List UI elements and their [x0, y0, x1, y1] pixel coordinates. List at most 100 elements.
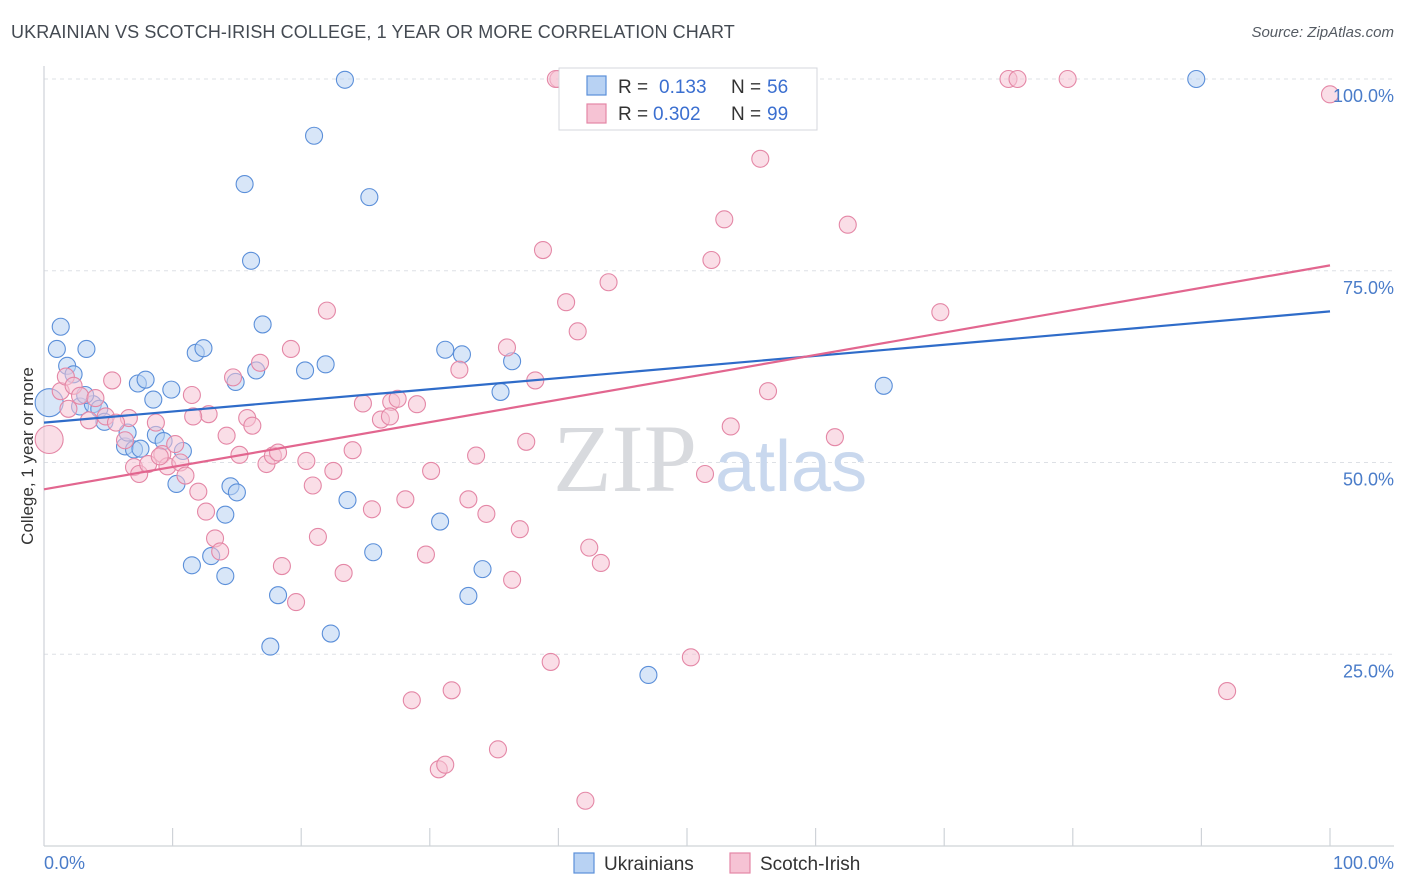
scotch-irish-point-41 [324, 461, 343, 480]
scotch-irish-point-40 [317, 301, 336, 320]
scotch-irish-point-17 [166, 435, 185, 454]
watermark: ZIP atlas [553, 405, 867, 512]
scotch-irish-point-14 [146, 413, 165, 432]
watermark-zip: ZIP [553, 405, 697, 512]
series-ukrainians-points [34, 69, 1206, 685]
ukrainians-point-45 [452, 345, 472, 364]
ukrainians-point-39 [335, 70, 354, 89]
scotch-irish-point-44 [353, 394, 372, 413]
x-ticks [172, 828, 1331, 846]
y-tick-labels: 25.0% 50.0% 75.0% 100.0% [1333, 86, 1394, 681]
scotch-irish-point-76 [681, 648, 700, 667]
y-tick-label-100: 100.0% [1333, 86, 1394, 106]
scotch-irish-point-64 [510, 520, 529, 539]
ukrainians-point-29 [235, 175, 254, 194]
scotch-irish-point-48 [388, 389, 407, 408]
legend-r-label-scotch-irish: R = [618, 104, 648, 125]
scotch-irish-point-57 [450, 360, 469, 379]
ukrainians-point-25 [216, 505, 235, 524]
scotch-irish-point-45 [362, 500, 381, 519]
scotch-irish-point-93 [150, 447, 169, 466]
scotch-irish-point-30 [243, 416, 262, 435]
scotch-irish-point-19 [176, 466, 195, 485]
scotch-irish-point-22 [196, 502, 216, 521]
scotch-irish-point-75 [599, 273, 618, 292]
scotch-irish-point-60 [477, 504, 496, 523]
ukrainians-point-46 [459, 586, 478, 606]
y-tick-label-25: 25.0% [1343, 661, 1394, 681]
scotch-irish-point-53 [422, 461, 441, 480]
ukrainians-point-43 [431, 512, 450, 531]
x-tick-label-min: 0.0% [44, 853, 85, 873]
ukrainians-point-18 [162, 380, 181, 399]
ukrainians-point-35 [296, 361, 315, 380]
ukrainians-point-14 [136, 370, 155, 389]
ukrainians-point-21 [182, 556, 201, 575]
ukrainians-point-37 [316, 355, 335, 374]
legend-swatch-ukrainians [586, 75, 607, 96]
ukrainians-point-52 [1187, 69, 1206, 89]
ukrainians-point-53 [131, 439, 150, 458]
scotch-irish-point-58 [459, 490, 478, 509]
ukrainians-point-41 [360, 188, 379, 207]
scotch-irish-point-52 [416, 545, 435, 564]
scotch-irish-point-55 [436, 755, 455, 774]
scotch-irish-point-85 [931, 303, 950, 322]
ukrainians-point-50 [639, 665, 658, 685]
scotch-irish-point-25 [211, 542, 230, 561]
y-axis-title: College, 1 year or more [18, 367, 37, 545]
scotch-irish-point-67 [533, 240, 553, 260]
y-tick-label-50: 50.0% [1343, 470, 1394, 490]
scotch-irish-point-89 [1218, 682, 1237, 701]
scotch-irish-point-51 [407, 395, 426, 414]
source-label: Source: ZipAtlas.com [1251, 24, 1394, 41]
ukrainians-point-6 [77, 339, 96, 359]
bottom-legend-swatch-ukrainians [573, 852, 595, 874]
scotch-irish-point-9 [115, 431, 135, 450]
watermark-atlas: atlas [715, 427, 867, 507]
scotch-irish-point-50 [402, 691, 421, 710]
scotch-irish-point-62 [497, 338, 517, 357]
ukrainians-point-51 [874, 376, 893, 395]
scotch-irish-point-71 [568, 322, 587, 341]
legend-n-value-ukrainians: 56 [767, 77, 788, 98]
legend-box: R = 0.133 N = 56 R = 0.302 N = 99 [558, 67, 818, 131]
legend-n-value-scotch-irish: 99 [767, 104, 788, 125]
ukrainians-point-26 [216, 566, 235, 586]
ukrainians-point-44 [436, 340, 455, 359]
legend-r-value-ukrainians: 0.133 [659, 77, 707, 98]
legend-n-label-ukrainians: N = [731, 77, 761, 98]
scotch-irish-point-94 [184, 407, 203, 426]
trend-lines [43, 264, 1331, 491]
gridlines [44, 78, 1394, 655]
scotch-irish-point-68 [541, 652, 560, 671]
scotch-irish-point-20 [182, 385, 201, 405]
scotch-irish-point-31 [250, 353, 270, 372]
bottom-legend-swatch-scotch-irish [729, 852, 751, 874]
x-tick-label-max: 100.0% [1333, 853, 1394, 873]
scotch-irish-point-74 [591, 553, 610, 573]
bottom-legend-label-ukrainians: Ukrainians [604, 854, 694, 875]
scotch-irish-point-87 [1008, 69, 1027, 89]
legend-r-label-ukrainians: R = [618, 77, 648, 98]
scotch-irish-point-96 [380, 407, 399, 426]
scotch-irish-point-8 [103, 371, 122, 390]
ukrainians-point-47 [473, 560, 492, 579]
ukrainians-point-55 [227, 483, 246, 502]
series-scotch-irish-points [34, 69, 1340, 810]
chart-title: UKRAINIAN VS SCOTCH-IRISH COLLEGE, 1 YEA… [11, 22, 735, 42]
ukrainians-point-36 [305, 126, 324, 145]
ukrainians-point-32 [253, 315, 272, 334]
scotch-irish-point-79 [715, 210, 734, 229]
scotch-irish-point-36 [287, 593, 306, 612]
scotch-irish-point-43 [343, 441, 362, 460]
ukrainians-point-42 [364, 543, 383, 562]
ukrainians-point-38 [321, 624, 340, 643]
scotch-irish-point-78 [702, 250, 721, 270]
bottom-legend-label-scotch-irish: Scotch-Irish [760, 854, 860, 875]
ukrainians-point-40 [338, 491, 357, 510]
scotch-irish-point-82 [758, 382, 778, 401]
ukrainians-point-2 [51, 317, 70, 336]
ukrainians-point-33 [261, 637, 280, 656]
